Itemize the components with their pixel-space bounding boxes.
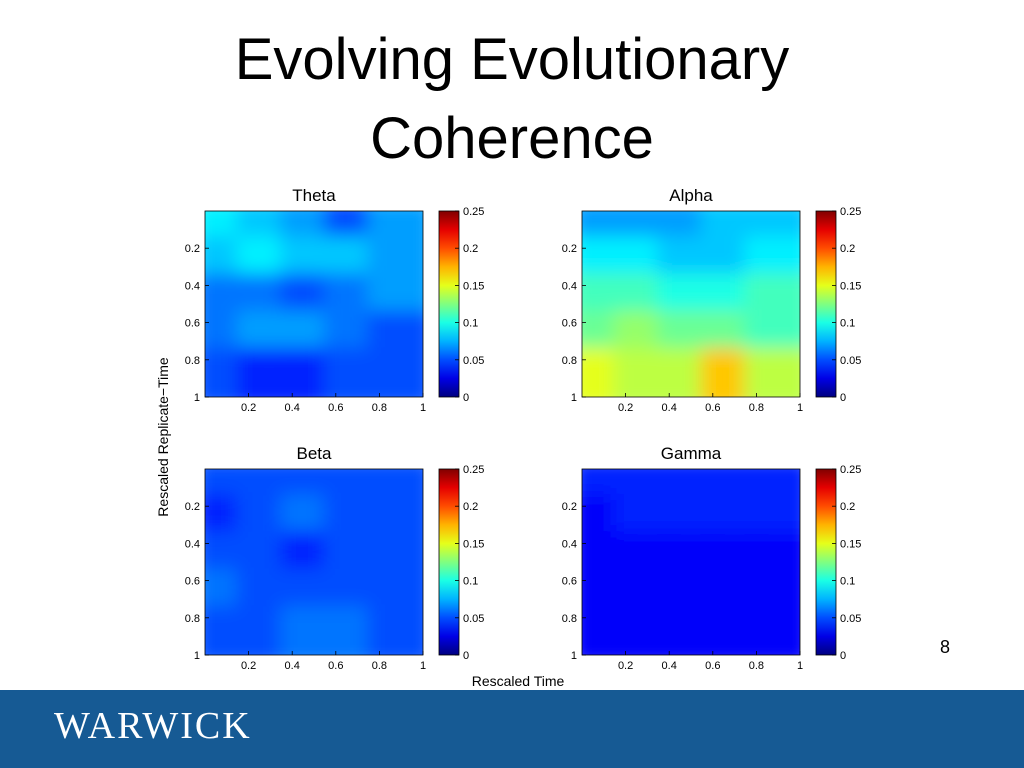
colorbar-gamma (815, 468, 837, 656)
x-axis-label: Rescaled Time (472, 673, 565, 689)
colorbar-tick-label: 0.15 (840, 280, 861, 292)
y-tick-label: 0.2 (562, 501, 577, 513)
y-tick-label: 0.2 (185, 243, 200, 255)
x-tick-label: 0.6 (705, 660, 720, 672)
x-tick-label: 0.6 (705, 402, 720, 414)
colorbar-tick-label: 0.1 (463, 576, 478, 588)
panel-title-gamma: Gamma (661, 444, 722, 463)
x-tick-label: 0.8 (749, 402, 764, 414)
y-tick-label: 0.6 (562, 576, 577, 588)
plot-frame-gamma (581, 468, 801, 656)
y-tick-label: 0.2 (562, 243, 577, 255)
colorbar-tick-label: 0.05 (463, 355, 484, 367)
colorbar-tick-label: 0.2 (463, 243, 478, 255)
x-tick-label: 1 (420, 660, 426, 672)
heatmap-cell (744, 347, 800, 397)
y-tick-label: 0.6 (185, 318, 200, 330)
panel-title-theta: Theta (292, 186, 336, 205)
y-tick-label: 0.4 (562, 538, 577, 550)
colorbar-tick-label: 0.05 (840, 355, 861, 367)
panel-title-beta: Beta (297, 444, 333, 463)
colorbar-theta (438, 210, 460, 398)
y-tick-label: 0.8 (185, 355, 200, 367)
warwick-logo: WARWICK (54, 705, 252, 747)
colorbar-tick-label: 0.15 (463, 538, 484, 550)
y-tick-label: 0.4 (185, 538, 200, 550)
x-tick-label: 0.4 (662, 402, 677, 414)
y-tick-label: 0.2 (185, 501, 200, 513)
slide-title-line-2: Coherence (370, 106, 654, 171)
y-tick-label: 1 (194, 650, 200, 662)
y-tick-label: 1 (571, 392, 577, 404)
colorbar-beta (438, 468, 460, 656)
plot-frame-theta (204, 210, 424, 398)
coherence-figure: Theta 0.2 0.4 0.6 0.8 1 0.2 0.4 0.6 0.8 1 0 0.05 0.1 0… (155, 186, 861, 689)
x-tick-label: 1 (420, 402, 426, 414)
colorbar-tick-label: 0 (840, 650, 846, 662)
slide-number: 8 (940, 637, 951, 657)
x-tick-label: 0.6 (328, 660, 343, 672)
x-tick-label: 0.4 (285, 660, 300, 672)
heatmap-cell (744, 605, 800, 655)
panel-title-alpha: Alpha (669, 186, 713, 205)
colorbar-alpha (815, 210, 837, 398)
colorbar-tick-label: 0.1 (463, 318, 478, 330)
colorbar-tick-label: 0 (463, 392, 469, 404)
x-tick-label: 0.8 (372, 660, 387, 672)
heatmap-beta (205, 469, 423, 655)
colorbar-tick-label: 0 (840, 392, 846, 404)
colorbar-tick-label: 0.1 (840, 318, 855, 330)
colorbar-tick-label: 0.25 (463, 464, 484, 476)
y-tick-label: 0.4 (185, 280, 200, 292)
y-tick-label: 0.8 (185, 613, 200, 625)
y-tick-label: 1 (194, 392, 200, 404)
x-tick-label: 0.2 (241, 660, 256, 672)
colorbar-tick-label: 0.2 (840, 243, 855, 255)
colorbar-tick-label: 0.25 (840, 206, 861, 218)
colorbar-tick-label: 0.05 (463, 613, 484, 625)
heatmap-gamma (582, 469, 800, 655)
x-tick-label: 0.2 (618, 402, 633, 414)
slide-title-line-1: Evolving Evolutionary (234, 27, 790, 92)
plot-frame-alpha (581, 210, 801, 398)
x-tick-label: 0.4 (285, 402, 300, 414)
colorbar-tick-label: 0.15 (463, 280, 484, 292)
colorbar-tick-label: 0.1 (840, 576, 855, 588)
heatmap-cell (367, 347, 423, 397)
colorbar-tick-label: 0.2 (840, 501, 855, 513)
colorbar-tick-label: 0 (463, 650, 469, 662)
y-tick-label: 0.6 (562, 318, 577, 330)
heatmap-alpha (582, 211, 800, 397)
plot-frame-beta (204, 468, 424, 656)
x-tick-label: 0.2 (241, 402, 256, 414)
footer-bar (0, 690, 1024, 768)
colorbar-tick-label: 0.15 (840, 538, 861, 550)
colorbar-tick-label: 0.2 (463, 501, 478, 513)
x-tick-label: 1 (797, 660, 803, 672)
colorbar-tick-label: 0.05 (840, 613, 861, 625)
heatmap-cell (367, 605, 423, 655)
x-tick-label: 0.8 (749, 660, 764, 672)
colorbar-tick-label: 0.25 (463, 206, 484, 218)
x-tick-label: 0.6 (328, 402, 343, 414)
y-tick-label: 1 (571, 650, 577, 662)
x-tick-label: 0.8 (372, 402, 387, 414)
y-tick-label: 0.6 (185, 576, 200, 588)
y-tick-label: 0.4 (562, 280, 577, 292)
heatmap-theta (205, 211, 423, 397)
colorbar-tick-label: 0.25 (840, 464, 861, 476)
y-axis-label: Rescaled Replicate−Time (155, 357, 171, 517)
y-tick-label: 0.8 (562, 355, 577, 367)
y-tick-label: 0.8 (562, 613, 577, 625)
x-tick-label: 0.2 (618, 660, 633, 672)
x-tick-label: 1 (797, 402, 803, 414)
x-tick-label: 0.4 (662, 660, 677, 672)
